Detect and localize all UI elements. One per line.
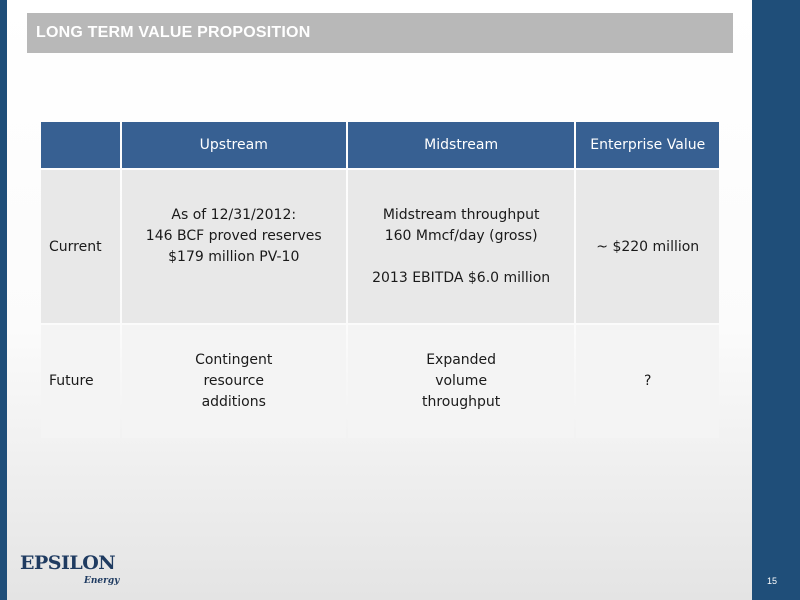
upstream-cell: Contingent resource additions bbox=[121, 324, 346, 438]
table-row-future: Future Contingent resource additions Exp… bbox=[41, 324, 719, 438]
cell-line: throughput bbox=[422, 393, 501, 410]
cell-line: Midstream throughput bbox=[382, 206, 540, 223]
cell-line: 146 BCF proved reserves bbox=[145, 227, 322, 244]
slide-title: LONG TERM VALUE PROPOSITION bbox=[36, 24, 311, 41]
midstream-cell: Expanded volume throughput bbox=[347, 324, 575, 438]
header-cell-empty bbox=[41, 122, 120, 169]
logo-subtext: Energy bbox=[84, 576, 120, 586]
header-row: Upstream Midstream Enterprise Value bbox=[41, 122, 719, 169]
upstream-cell: As of 12/31/2012: 146 BCF proved reserve… bbox=[121, 170, 346, 323]
cell-line: resource bbox=[203, 372, 265, 389]
title-bar: LONG TERM VALUE PROPOSITION bbox=[27, 13, 733, 53]
epsilon-logo: EPSILON Energy bbox=[20, 552, 130, 592]
cell-line: $179 million PV-10 bbox=[168, 248, 300, 265]
cell-line bbox=[352, 247, 571, 268]
cell-line: Expanded bbox=[426, 351, 497, 368]
header-cell-enterprise-value: Enterprise Value bbox=[576, 122, 719, 169]
logo-wordmark: EPSILON bbox=[20, 552, 116, 574]
page-number: 15 bbox=[767, 576, 778, 586]
row-label: Future bbox=[41, 324, 120, 438]
value-proposition-table: Upstream Midstream Enterprise Value Curr… bbox=[39, 120, 721, 440]
cell-line: additions bbox=[201, 393, 266, 410]
enterprise-value-cell: ? bbox=[576, 324, 719, 438]
header-cell-midstream: Midstream bbox=[347, 122, 575, 169]
cell-line: 160 Mmcf/day (gross) bbox=[384, 227, 538, 244]
enterprise-value-cell: ~ $220 million bbox=[576, 170, 719, 323]
midstream-cell: Midstream throughput 160 Mmcf/day (gross… bbox=[347, 170, 575, 323]
cell-line: Contingent bbox=[195, 351, 273, 368]
row-label: Current bbox=[41, 170, 120, 323]
cell-line: As of 12/31/2012: bbox=[171, 206, 297, 223]
cell-line: 2013 EBITDA $6.0 million bbox=[372, 269, 551, 286]
header-cell-upstream: Upstream bbox=[121, 122, 346, 169]
table-row-current: Current As of 12/31/2012: 146 BCF proved… bbox=[41, 170, 719, 323]
cell-spacer bbox=[126, 268, 342, 289]
cell-line: volume bbox=[435, 372, 488, 389]
left-accent-bar bbox=[0, 0, 7, 600]
right-accent-bar bbox=[752, 0, 800, 600]
